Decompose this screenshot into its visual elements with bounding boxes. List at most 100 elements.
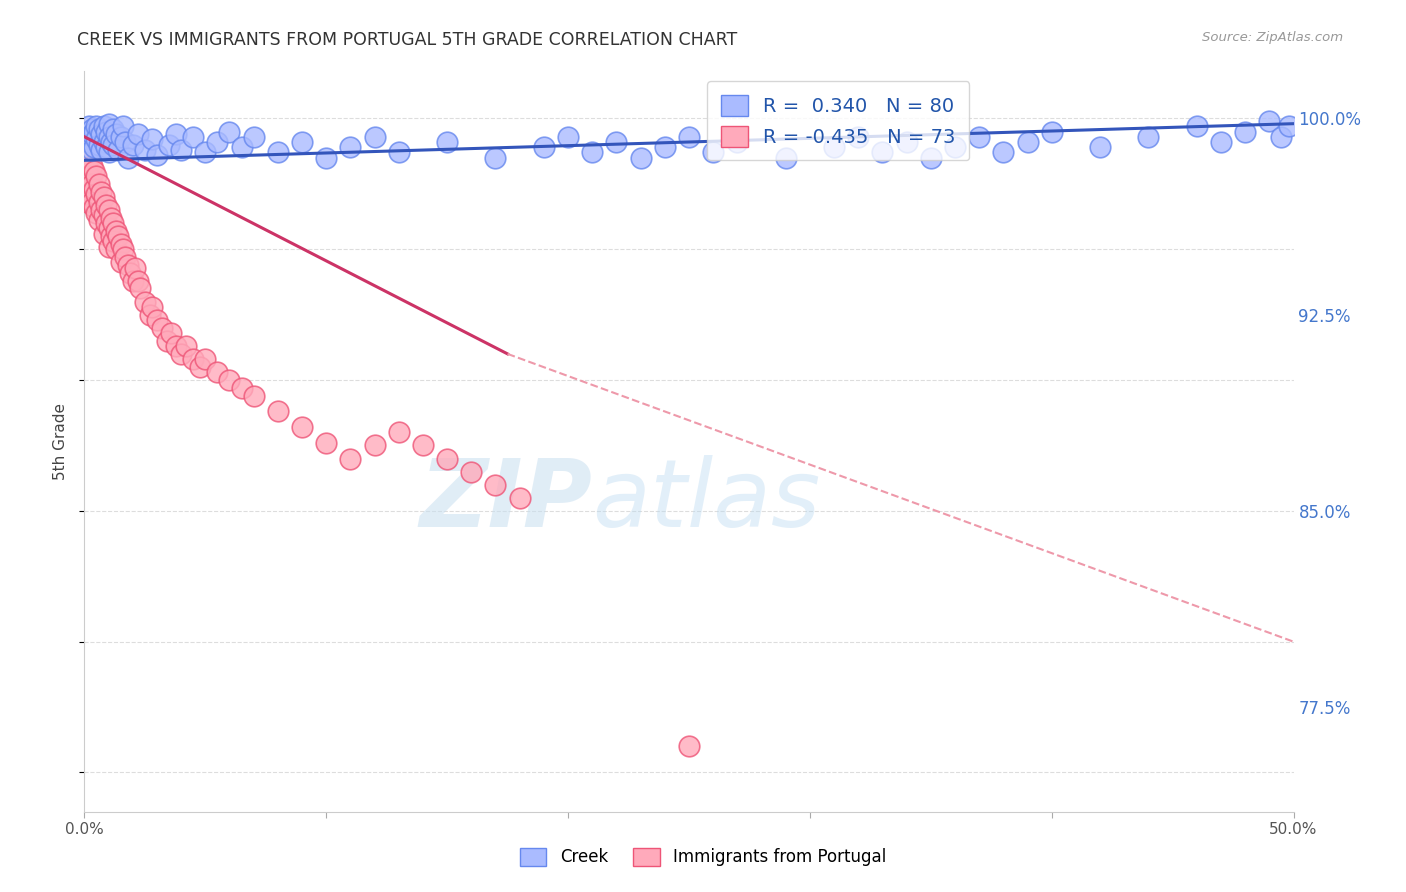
Point	[80, 177, 103, 191]
Point	[100, 211, 122, 225]
Point	[242, 129, 264, 144]
Point	[363, 129, 385, 144]
Point	[1209, 135, 1232, 149]
Legend: R =  0.340   N = 80, R = -0.435   N = 73: R = 0.340 N = 80, R = -0.435 N = 73	[707, 81, 969, 161]
Point	[86, 187, 108, 202]
Point	[104, 224, 127, 238]
Point	[114, 135, 136, 149]
Point	[291, 420, 314, 434]
Point	[165, 127, 187, 141]
Point	[107, 229, 129, 244]
Legend: Creek, Immigrants from Portugal: Creek, Immigrants from Portugal	[513, 841, 893, 873]
Text: ZIP: ZIP	[419, 455, 592, 547]
Point	[218, 124, 240, 138]
Point	[231, 381, 253, 395]
Point	[141, 300, 163, 314]
Point	[896, 135, 918, 149]
Point	[1278, 120, 1301, 134]
Point	[100, 135, 122, 149]
Point	[97, 145, 120, 160]
Point	[207, 365, 229, 379]
Point	[1088, 140, 1111, 154]
Point	[90, 202, 112, 217]
Point	[436, 451, 458, 466]
Point	[436, 135, 458, 149]
Point	[110, 237, 132, 252]
Point	[83, 124, 105, 138]
Point	[127, 127, 149, 141]
Point	[943, 140, 966, 154]
Point	[80, 143, 103, 157]
Point	[291, 135, 314, 149]
Point	[207, 135, 229, 149]
Point	[97, 240, 120, 254]
Point	[117, 258, 139, 272]
Point	[77, 169, 100, 183]
Point	[134, 294, 156, 309]
Point	[993, 145, 1015, 160]
Point	[80, 195, 103, 210]
Point	[339, 451, 361, 466]
Point	[76, 195, 98, 210]
Point	[87, 213, 110, 227]
Point	[141, 132, 163, 146]
Point	[90, 185, 112, 199]
Point	[702, 145, 724, 160]
Point	[104, 242, 127, 256]
Point	[77, 135, 100, 149]
Point	[86, 169, 108, 183]
Point	[678, 739, 700, 754]
Point	[218, 373, 240, 387]
Point	[678, 129, 700, 144]
Point	[129, 281, 152, 295]
Point	[120, 266, 142, 280]
Point	[775, 151, 797, 165]
Point	[90, 127, 112, 141]
Point	[103, 235, 125, 249]
Point	[110, 255, 132, 269]
Point	[231, 140, 253, 154]
Point	[138, 308, 160, 322]
Point	[93, 190, 115, 204]
Point	[654, 140, 676, 154]
Point	[165, 339, 187, 353]
Point	[87, 177, 110, 191]
Point	[127, 274, 149, 288]
Point	[557, 129, 579, 144]
Point	[107, 143, 129, 157]
Point	[267, 145, 290, 160]
Point	[97, 117, 120, 131]
Point	[94, 198, 117, 212]
Point	[80, 159, 103, 173]
Point	[114, 250, 136, 264]
Point	[83, 163, 105, 178]
Point	[725, 135, 748, 149]
Point	[94, 216, 117, 230]
Point	[920, 151, 942, 165]
Point	[1137, 129, 1160, 144]
Point	[509, 491, 531, 505]
Point	[77, 187, 100, 202]
Point	[77, 151, 100, 165]
Point	[86, 120, 108, 134]
Point	[388, 145, 411, 160]
Point	[823, 140, 845, 154]
Point	[87, 122, 110, 136]
Point	[83, 201, 105, 215]
Point	[112, 120, 135, 134]
Point	[1040, 124, 1063, 138]
Point	[194, 145, 217, 160]
Point	[181, 129, 204, 144]
Point	[93, 227, 115, 241]
Point	[150, 320, 173, 334]
Point	[170, 347, 193, 361]
Point	[134, 143, 156, 157]
Point	[363, 438, 385, 452]
Point	[97, 202, 120, 217]
Point	[846, 129, 869, 144]
Point	[157, 137, 180, 152]
Point	[170, 143, 193, 157]
Point	[190, 359, 212, 374]
Point	[484, 151, 506, 165]
Point	[94, 140, 117, 154]
